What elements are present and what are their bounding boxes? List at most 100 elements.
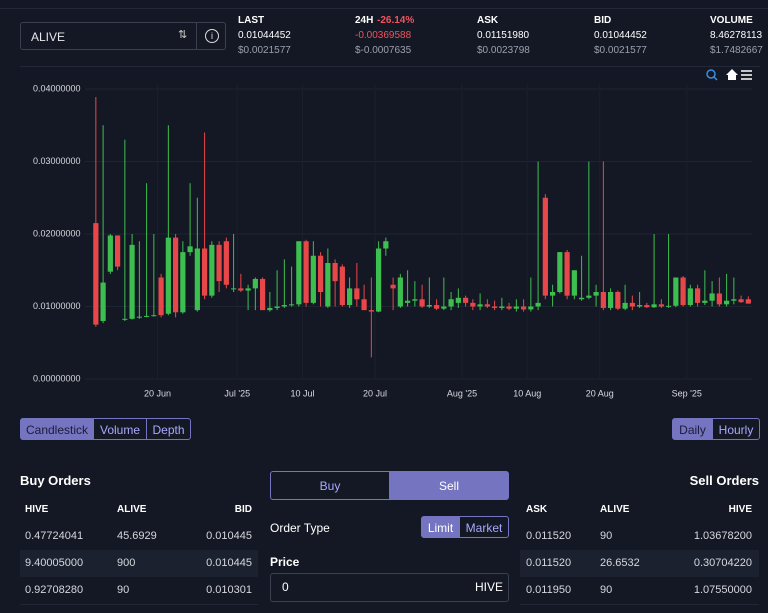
- candle-body: [724, 300, 730, 305]
- candle-body: [738, 299, 744, 303]
- order-row[interactable]: [20, 550, 258, 578]
- candle-body: [716, 293, 722, 305]
- price-label: Price: [270, 555, 300, 569]
- ticker-value: 0.01044452: [238, 30, 291, 41]
- ticker-usd: $1.7482667: [710, 45, 763, 56]
- ticker-change: -26.14%: [377, 15, 415, 26]
- market-select[interactable]: ALIVE ⇅ i: [20, 22, 226, 50]
- order-type-tab[interactable]: Market: [459, 516, 509, 538]
- x-tick-label: Sep '25: [672, 388, 702, 398]
- side-tab[interactable]: Buy: [270, 471, 390, 500]
- candle-body: [571, 270, 577, 296]
- order-cell: 90: [600, 530, 613, 542]
- ticker-label: VOLUME: [710, 15, 753, 26]
- info-button[interactable]: i: [205, 29, 219, 43]
- candle-body: [158, 277, 164, 316]
- candle-body: [528, 306, 534, 310]
- y-tick-label: 0.00000000: [33, 373, 81, 383]
- candle-body: [252, 278, 258, 289]
- candle-body: [267, 307, 273, 311]
- candle-body: [216, 244, 222, 282]
- top-bar: [0, 0, 768, 9]
- candle-body: [115, 235, 121, 267]
- order-type-tab[interactable]: Limit: [421, 516, 460, 538]
- candle-body: [390, 284, 396, 289]
- candle-body: [731, 299, 737, 301]
- order-cell: 45.6929: [117, 530, 157, 542]
- candle-body: [629, 302, 635, 307]
- order-book-title: Sell Orders: [689, 473, 759, 488]
- separator: [20, 66, 760, 67]
- x-tick-label: 20 Aug: [586, 388, 614, 398]
- ticker-usd: $0.0021577: [594, 45, 647, 56]
- ticker-usd: $0.0023798: [477, 45, 530, 56]
- ticker-usd: $-0.0007635: [355, 45, 412, 56]
- candle-body: [165, 237, 171, 314]
- candle-body: [368, 310, 374, 312]
- ticker-usd: $0.0021577: [238, 45, 291, 56]
- candle-body: [361, 299, 367, 311]
- candle-body: [484, 304, 490, 307]
- chart-toolbar: [706, 69, 752, 81]
- candle-body: [593, 292, 599, 296]
- candle-body: [318, 255, 324, 292]
- order-cell: 0.010445: [206, 557, 252, 569]
- home-icon[interactable]: [726, 69, 738, 80]
- candle-body: [231, 288, 237, 290]
- zoom-icon-handle: [713, 76, 718, 81]
- y-tick-label: 0.04000000: [33, 83, 81, 93]
- candle-body: [260, 278, 266, 311]
- candle-body: [274, 306, 280, 308]
- ticker-value: 8.46278113: [710, 30, 763, 41]
- column-header: ALIVE: [117, 504, 147, 515]
- menu-icon[interactable]: [741, 70, 752, 80]
- candle-body: [289, 304, 295, 306]
- candle-body: [419, 299, 425, 307]
- order-cell: 0.010445: [206, 530, 252, 542]
- price-unit: HIVE: [475, 580, 504, 594]
- column-header: HIVE: [728, 504, 752, 515]
- price-value: 0: [282, 580, 289, 594]
- candle-body: [187, 246, 193, 253]
- order-cell: 9.40005000: [25, 557, 84, 569]
- candle-body: [151, 315, 157, 317]
- candle-body: [695, 288, 701, 303]
- chart-tab[interactable]: Candlestick: [20, 418, 94, 440]
- candle-body: [107, 235, 113, 272]
- price-input[interactable]: [270, 573, 509, 602]
- candle-body: [637, 305, 643, 307]
- chart: 0.00000000 0.01000000 0.02000000 0.03000000…: [33, 69, 752, 398]
- interval-tab[interactable]: Hourly: [712, 418, 760, 440]
- order-cell: 0.010301: [206, 584, 252, 596]
- order-row[interactable]: [20, 577, 258, 605]
- zoom-icon[interactable]: [706, 69, 716, 79]
- candle-body: [651, 304, 657, 308]
- candle-body: [506, 306, 512, 309]
- select-arrows: ⇅: [178, 29, 188, 41]
- candle-body: [296, 241, 302, 305]
- candle-body: [702, 300, 708, 303]
- candle-body: [448, 299, 454, 307]
- chart-tab[interactable]: Volume: [93, 418, 147, 440]
- candle-body: [579, 297, 585, 300]
- candle-body: [383, 241, 389, 249]
- candle-body: [173, 237, 179, 313]
- chart-tab[interactable]: Depth: [146, 418, 191, 440]
- candle-body: [209, 244, 215, 296]
- header-row-bg: [520, 496, 759, 524]
- order-cell: 0.47724041: [25, 530, 84, 542]
- candle-body: [303, 241, 309, 303]
- order-cell: 1.03678200: [693, 530, 752, 542]
- candle-body: [499, 306, 505, 308]
- candle-body: [455, 297, 461, 303]
- side-tab[interactable]: Sell: [389, 471, 509, 500]
- ticker-value: -0.00369588: [355, 30, 412, 41]
- order-cell: 0.92708280: [25, 584, 84, 596]
- interval-tab[interactable]: Daily: [672, 418, 713, 440]
- candle-body: [586, 295, 592, 298]
- candle-body: [376, 248, 382, 312]
- candle-body: [535, 302, 541, 307]
- candle-body: [470, 302, 476, 307]
- order-row[interactable]: [520, 577, 759, 605]
